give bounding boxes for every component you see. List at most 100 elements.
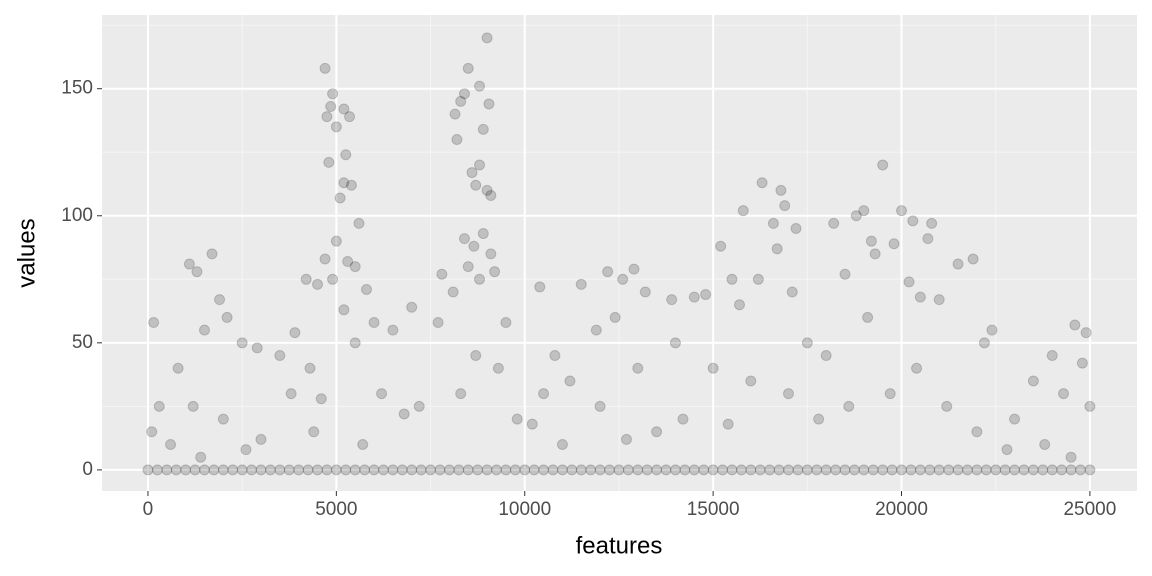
point <box>334 192 346 204</box>
point <box>526 418 538 430</box>
point <box>330 121 342 133</box>
point <box>1080 327 1092 339</box>
point <box>462 62 474 74</box>
point <box>353 217 365 229</box>
point <box>357 438 369 450</box>
point <box>481 464 493 476</box>
point <box>1018 464 1030 476</box>
x-tick-label: 15000 <box>687 499 740 520</box>
point <box>489 266 501 278</box>
point <box>434 464 446 476</box>
point <box>406 464 418 476</box>
point <box>698 464 710 476</box>
point <box>862 311 874 323</box>
point <box>221 311 233 323</box>
point <box>474 273 486 285</box>
point <box>1027 464 1039 476</box>
point <box>264 464 276 476</box>
point <box>886 464 898 476</box>
point <box>813 413 825 425</box>
point <box>338 103 350 115</box>
point <box>432 317 444 329</box>
point <box>820 350 832 362</box>
point <box>707 362 719 374</box>
point <box>246 464 258 476</box>
point <box>1065 451 1077 463</box>
point <box>425 464 437 476</box>
point <box>782 388 794 400</box>
point <box>413 400 425 412</box>
point <box>639 286 651 298</box>
point <box>240 444 252 456</box>
y-tick-label: 50 <box>72 332 93 353</box>
point <box>449 108 461 120</box>
point <box>485 248 497 260</box>
point <box>325 100 337 112</box>
point <box>274 350 286 362</box>
point <box>632 464 644 476</box>
point <box>971 464 983 476</box>
point <box>477 123 489 135</box>
y-axis-title: values <box>13 218 40 287</box>
point <box>566 464 578 476</box>
point <box>745 375 757 387</box>
point <box>858 205 870 217</box>
point <box>443 464 455 476</box>
point <box>978 337 990 349</box>
point <box>485 189 497 201</box>
point <box>613 464 625 476</box>
point <box>666 294 678 306</box>
point <box>187 400 199 412</box>
point <box>1084 400 1096 412</box>
point <box>274 464 286 476</box>
point <box>323 156 335 168</box>
point <box>165 438 177 450</box>
point <box>492 362 504 374</box>
point <box>398 408 410 420</box>
point <box>462 261 474 273</box>
plot-background <box>102 15 1137 491</box>
point <box>869 248 881 260</box>
point <box>289 327 301 339</box>
point <box>451 134 463 146</box>
point <box>538 464 550 476</box>
point <box>941 400 953 412</box>
point <box>236 337 248 349</box>
point <box>470 350 482 362</box>
point <box>470 179 482 191</box>
point <box>519 464 531 476</box>
point <box>726 273 738 285</box>
y-tick-label: 100 <box>61 205 93 226</box>
point <box>820 464 832 476</box>
point <box>528 464 540 476</box>
point <box>1084 464 1096 476</box>
point <box>338 177 350 189</box>
point <box>377 464 389 476</box>
point <box>767 217 779 229</box>
point <box>717 464 729 476</box>
point <box>609 311 621 323</box>
point <box>217 413 229 425</box>
point <box>604 464 616 476</box>
point <box>811 464 823 476</box>
point <box>227 464 239 476</box>
point <box>1076 357 1088 369</box>
point <box>534 281 546 293</box>
point <box>830 464 842 476</box>
points <box>142 32 1096 476</box>
point <box>345 179 357 191</box>
point <box>745 464 757 476</box>
point <box>472 464 484 476</box>
point <box>914 464 926 476</box>
point <box>884 388 896 400</box>
point <box>594 400 606 412</box>
point <box>338 304 350 316</box>
point <box>971 426 983 438</box>
point <box>208 464 220 476</box>
point <box>321 111 333 123</box>
point <box>509 464 521 476</box>
point <box>622 464 634 476</box>
point <box>1037 464 1049 476</box>
point <box>641 464 653 476</box>
